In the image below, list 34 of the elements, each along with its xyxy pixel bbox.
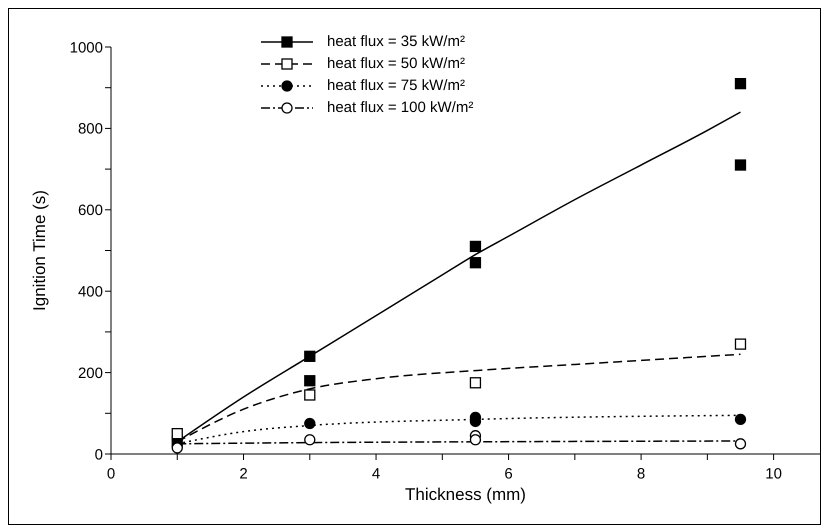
y-tick-label: 200 xyxy=(78,364,103,382)
point xyxy=(304,375,316,386)
y-tick-label: 1000 xyxy=(70,39,103,56)
y-axis-title: Ignition Time (s) xyxy=(30,190,50,311)
x-tick-label: 8 xyxy=(636,466,646,483)
y-tick-label: 800 xyxy=(78,120,103,138)
point xyxy=(734,338,746,350)
legend-label: heat flux = 75 kW/m² xyxy=(327,76,465,96)
point xyxy=(304,389,316,401)
point xyxy=(734,438,746,450)
point xyxy=(734,159,746,171)
point xyxy=(470,377,482,388)
legend-label: heat flux = 100 kW/m² xyxy=(327,98,474,118)
point xyxy=(470,257,482,268)
x-tick-label: 4 xyxy=(372,466,380,483)
x-tick-label: 6 xyxy=(504,466,513,483)
point xyxy=(470,434,482,446)
point xyxy=(304,434,316,446)
point xyxy=(470,240,482,252)
x-tick-label: 0 xyxy=(106,466,116,483)
legend-label: heat flux = 35 kW/m² xyxy=(327,32,465,52)
y-tick-label: 600 xyxy=(78,202,103,220)
y-tick-label: 0 xyxy=(94,446,103,464)
x-tick-label: 10 xyxy=(765,466,782,483)
x-tick-label: 2 xyxy=(239,466,248,483)
point xyxy=(172,428,183,440)
point xyxy=(172,442,183,454)
point xyxy=(304,418,316,430)
point xyxy=(734,78,746,90)
y-tick-label: 400 xyxy=(78,284,103,301)
legend-label: heat flux = 50 kW/m² xyxy=(327,54,465,74)
point xyxy=(734,414,746,426)
x-axis-title: Thickness (mm) xyxy=(405,485,526,504)
point xyxy=(304,350,316,362)
